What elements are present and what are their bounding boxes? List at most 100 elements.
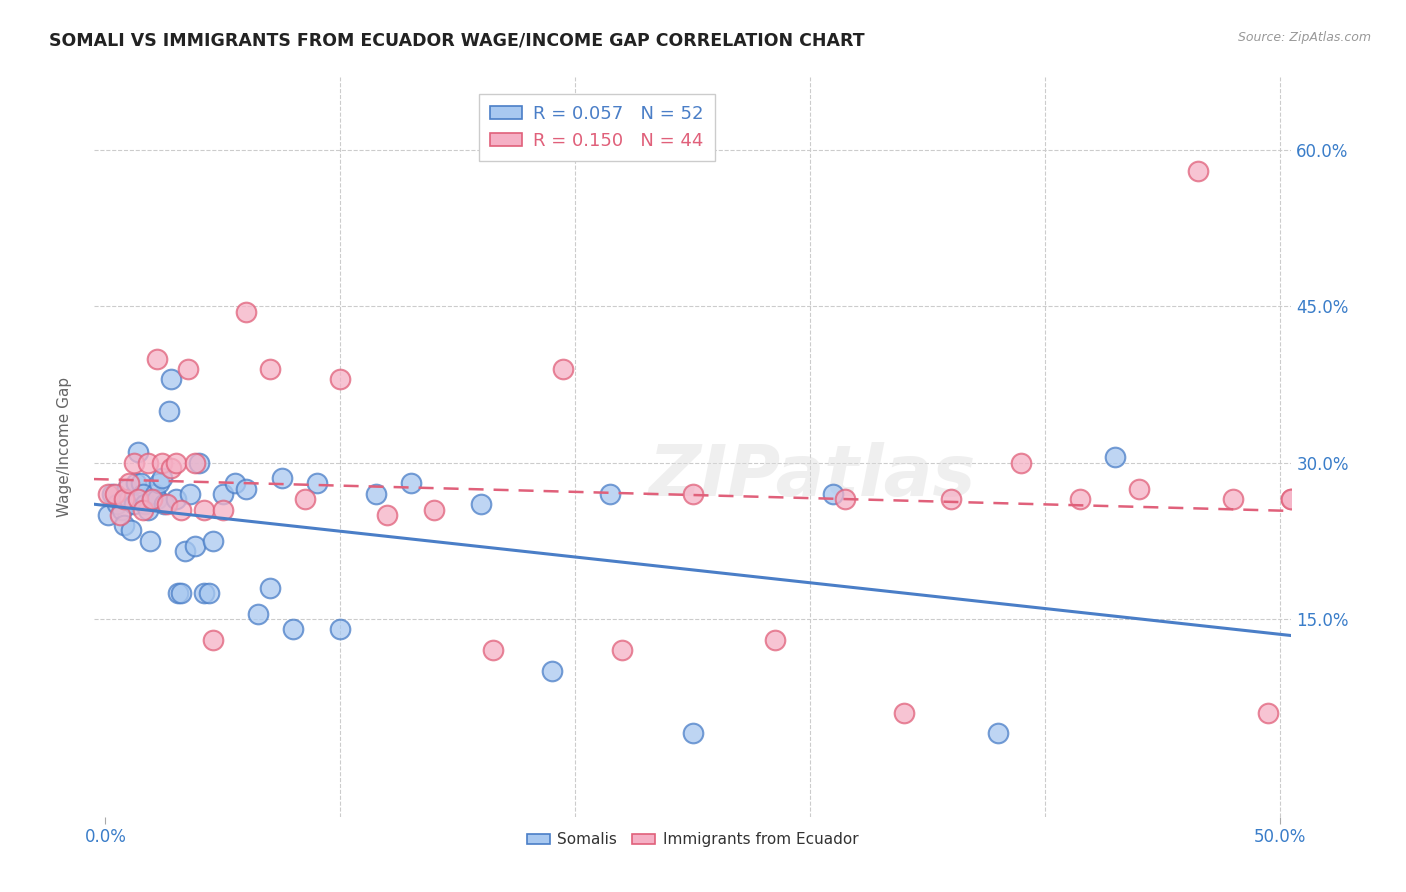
Point — [399, 476, 422, 491]
Point — [987, 726, 1010, 740]
Point — [169, 586, 191, 600]
Point — [212, 487, 235, 501]
Point — [202, 533, 225, 548]
Point — [682, 487, 704, 501]
Point — [125, 476, 148, 491]
Y-axis label: Wage/Income Gap: Wage/Income Gap — [58, 377, 72, 517]
Point — [259, 362, 281, 376]
Point — [1281, 492, 1303, 507]
Point — [174, 544, 197, 558]
Point — [115, 482, 138, 496]
Point — [224, 476, 246, 491]
Point — [157, 403, 180, 417]
Point — [329, 372, 352, 386]
Point — [183, 539, 205, 553]
Point — [122, 497, 145, 511]
Point — [165, 456, 187, 470]
Point — [176, 362, 198, 376]
Point — [423, 502, 446, 516]
Point — [482, 643, 505, 657]
Text: SOMALI VS IMMIGRANTS FROM ECUADOR WAGE/INCOME GAP CORRELATION CHART: SOMALI VS IMMIGRANTS FROM ECUADOR WAGE/I… — [49, 31, 865, 49]
Point — [132, 487, 155, 501]
Point — [179, 487, 201, 501]
Point — [329, 622, 352, 636]
Point — [823, 487, 845, 501]
Point — [1281, 492, 1303, 507]
Point — [235, 304, 257, 318]
Point — [127, 492, 149, 507]
Point — [599, 487, 621, 501]
Point — [118, 492, 141, 507]
Point — [97, 508, 120, 522]
Point — [139, 533, 162, 548]
Point — [146, 492, 169, 507]
Point — [146, 351, 169, 366]
Point — [247, 607, 270, 621]
Point — [1303, 445, 1326, 459]
Point — [470, 497, 492, 511]
Point — [169, 502, 191, 516]
Point — [167, 586, 190, 600]
Point — [122, 456, 145, 470]
Point — [1104, 450, 1126, 465]
Point — [270, 471, 292, 485]
Point — [148, 476, 170, 491]
Point — [111, 502, 134, 516]
Point — [129, 476, 152, 491]
Point — [259, 581, 281, 595]
Point — [153, 497, 176, 511]
Point — [104, 487, 127, 501]
Point — [763, 632, 786, 647]
Point — [553, 362, 575, 376]
Point — [97, 487, 120, 501]
Point — [132, 502, 155, 516]
Point — [136, 456, 159, 470]
Point — [150, 471, 173, 485]
Point — [101, 487, 124, 501]
Point — [212, 502, 235, 516]
Point — [1187, 164, 1209, 178]
Point — [193, 502, 215, 516]
Point — [1069, 492, 1091, 507]
Point — [112, 492, 135, 507]
Point — [294, 492, 316, 507]
Point — [540, 664, 562, 678]
Point — [193, 586, 215, 600]
Point — [305, 476, 328, 491]
Point — [1222, 492, 1244, 507]
Point — [105, 497, 128, 511]
Legend: Somalis, Immigrants from Ecuador: Somalis, Immigrants from Ecuador — [520, 826, 865, 854]
Point — [150, 456, 173, 470]
Point — [165, 492, 187, 507]
Text: Source: ZipAtlas.com: Source: ZipAtlas.com — [1237, 31, 1371, 45]
Point — [1257, 706, 1279, 720]
Point — [939, 492, 962, 507]
Point — [134, 497, 156, 511]
Point — [682, 726, 704, 740]
Point — [188, 456, 211, 470]
Point — [127, 445, 149, 459]
Point — [283, 622, 305, 636]
Text: ZIPatlas: ZIPatlas — [648, 442, 976, 511]
Point — [155, 497, 177, 511]
Point — [108, 508, 131, 522]
Point — [1128, 482, 1150, 496]
Point — [160, 372, 183, 386]
Point — [1010, 456, 1032, 470]
Point — [183, 456, 205, 470]
Point — [143, 487, 166, 501]
Point — [610, 643, 633, 657]
Point — [141, 492, 163, 507]
Point — [834, 492, 856, 507]
Point — [375, 508, 398, 522]
Point — [136, 502, 159, 516]
Point — [893, 706, 915, 720]
Point — [141, 492, 163, 507]
Point — [160, 461, 183, 475]
Point — [197, 586, 219, 600]
Point — [112, 518, 135, 533]
Point — [118, 476, 141, 491]
Point — [364, 487, 387, 501]
Point — [120, 524, 142, 538]
Point — [235, 482, 257, 496]
